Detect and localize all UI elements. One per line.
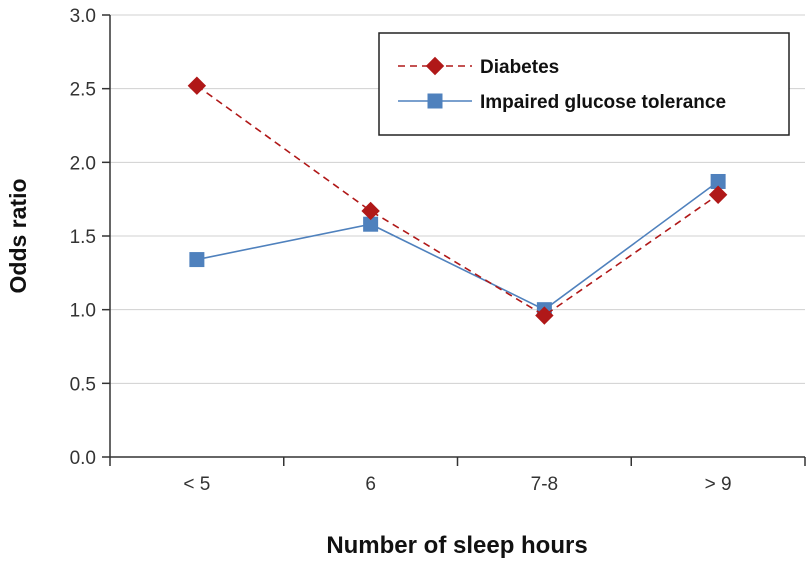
legend-label: Diabetes — [480, 57, 559, 78]
legend-marker — [427, 93, 443, 109]
y-tick-label: 3.0 — [70, 6, 96, 27]
legend-box — [378, 32, 790, 136]
x-axis-title: Number of sleep hours — [326, 532, 587, 559]
y-tick-label: 2.5 — [70, 80, 96, 101]
legend-item: Impaired glucose tolerance — [398, 92, 726, 113]
legend-items: Diabetes Impaired glucose tolerance — [398, 56, 726, 113]
x-tick-labels: < 5 6 7-8 > 9 — [183, 474, 731, 495]
y-tick-labels: 0.0 0.5 1.0 1.5 2.0 2.5 3.0 — [70, 6, 96, 469]
series-line — [196, 85, 719, 317]
legend-item: Diabetes — [398, 56, 559, 78]
series — [187, 76, 728, 325]
legend: Diabetes Impaired glucose tolerance — [378, 32, 790, 136]
legend-label: Impaired glucose tolerance — [480, 92, 726, 113]
data-point — [187, 76, 207, 95]
y-axis-title: Odds ratio — [5, 178, 31, 293]
x-tick-label: < 5 — [183, 474, 210, 495]
y-tick-label: 2.0 — [70, 153, 96, 174]
x-tick-label: 6 — [365, 474, 376, 495]
data-point — [535, 306, 554, 325]
y-tick-label: 1.5 — [70, 227, 96, 248]
y-tick-label: 1.0 — [70, 301, 96, 322]
axes — [102, 14, 806, 466]
data-point — [708, 185, 728, 204]
x-tick-label: > 9 — [705, 474, 732, 495]
series-line — [196, 180, 719, 311]
data-point — [361, 201, 380, 221]
legend-marker — [425, 56, 445, 76]
y-tick-label: 0.5 — [70, 374, 96, 395]
y-tick-label: 0.0 — [70, 448, 96, 469]
data-point — [189, 252, 205, 268]
series-impaired-glucose-tolerance — [189, 173, 726, 318]
series-diabetes — [187, 76, 728, 325]
x-tick-label: 7-8 — [531, 474, 558, 495]
